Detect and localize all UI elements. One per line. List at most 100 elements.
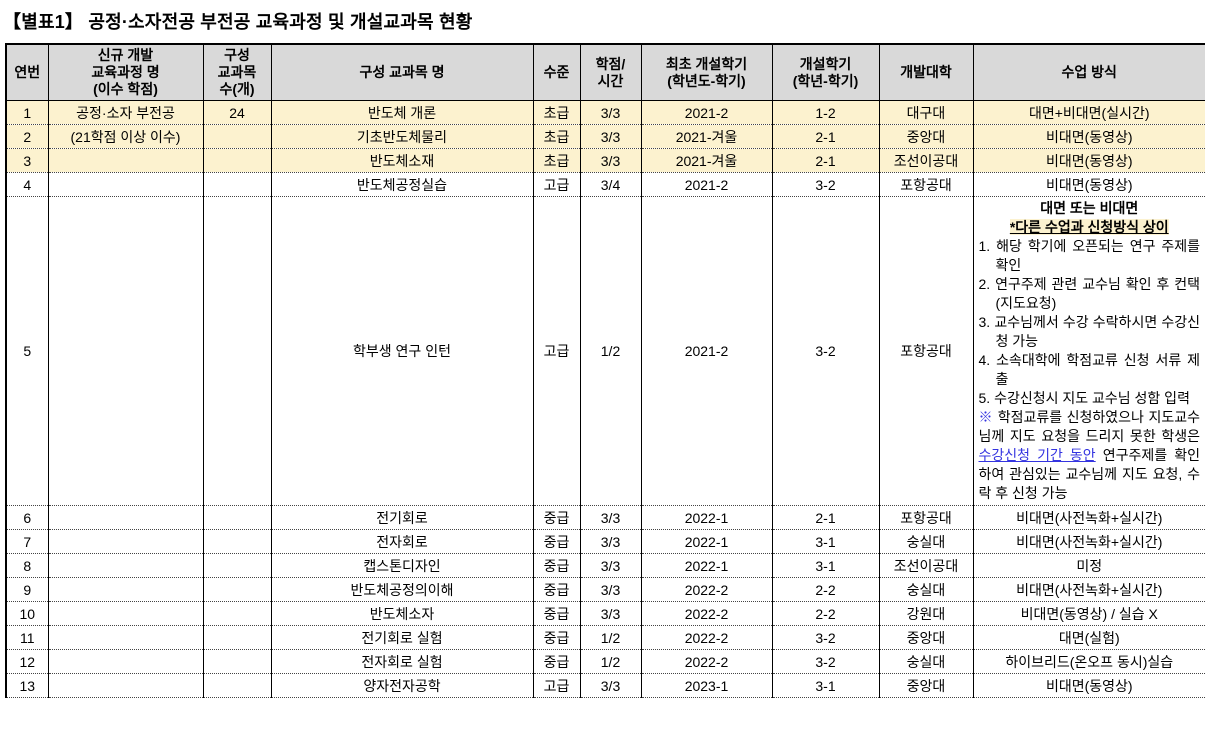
cell-first-semester: 2021-2 xyxy=(640,100,773,125)
cell-level: 고급 xyxy=(532,673,581,698)
cell-method: 대면(실험) xyxy=(972,625,1205,650)
cell-course-name: 전자회로 실험 xyxy=(270,649,534,674)
cell-university: 중앙대 xyxy=(878,124,974,149)
cell-course-count xyxy=(202,529,272,554)
cell-open-semester: 3-2 xyxy=(771,196,880,506)
cell-method: 미정 xyxy=(972,553,1205,578)
cell-level: 중급 xyxy=(532,577,581,602)
table-row: 12 전자회로 실험 중급 1/2 2022-2 3-2 숭실대 하이브리드(온… xyxy=(5,649,1205,674)
cell-first-semester: 2022-2 xyxy=(640,649,773,674)
cell-level: 고급 xyxy=(532,196,581,506)
method-note-blue-text: 수강신청 기간 동안 xyxy=(978,447,1096,463)
table-row: 11 전기회로 실험 중급 1/2 2022-2 3-2 중앙대 대면(실험) xyxy=(5,625,1205,650)
page-title: 【별표1】 공정·소자전공 부전공 교육과정 및 개설교과목 현황 xyxy=(3,12,473,32)
cell-course-count xyxy=(202,673,272,698)
cell-first-semester: 2021-2 xyxy=(640,172,773,197)
table-row: 4 반도체공정실습 고급 3/4 2021-2 3-2 포항공대 비대면(동영상… xyxy=(5,172,1205,197)
cell-first-semester: 2022-1 xyxy=(640,505,773,530)
cell-method: 비대면(동영상) / 실습 X xyxy=(972,601,1205,626)
table-row: 8 캡스톤디자인 중급 3/3 2022-1 3-1 조선이공대 미정 xyxy=(5,553,1205,578)
cell-credit-hours: 1/2 xyxy=(579,625,642,650)
cell-program-name xyxy=(47,196,204,506)
cell-first-semester: 2022-2 xyxy=(640,577,773,602)
cell-program-name xyxy=(47,673,204,698)
cell-first-semester: 2023-1 xyxy=(640,673,773,698)
cell-first-semester: 2022-2 xyxy=(640,625,773,650)
course-table: 연번 신규 개발 교육과정 명 (이수 학점) 구성 교과목 수(개) 구성 교… xyxy=(5,43,1205,698)
cell-course-count xyxy=(202,196,272,506)
cell-program-name xyxy=(47,172,204,197)
cell-course-count: 24 xyxy=(202,100,272,125)
cell-university: 숭실대 xyxy=(878,529,974,554)
cell-credit-hours: 1/2 xyxy=(579,649,642,674)
cell-no: 13 xyxy=(5,673,49,698)
document-page: 【별표1】 공정·소자전공 부전공 교육과정 및 개설교과목 현황 연번 신규 … xyxy=(3,12,1205,698)
table-row: 1 공정·소자 부전공 24 반도체 개론 초급 3/3 2021-2 1-2 … xyxy=(5,100,1205,125)
method-note: ※ 학점교류를 신청하였으나 지도교수님께 지도 요청을 드리지 못한 학생은 … xyxy=(978,409,1201,501)
course-table-body: 1 공정·소자 부전공 24 반도체 개론 초급 3/3 2021-2 1-2 … xyxy=(5,100,1205,698)
header-row: 연번 신규 개발 교육과정 명 (이수 학점) 구성 교과목 수(개) 구성 교… xyxy=(5,43,1205,101)
cell-level: 초급 xyxy=(532,100,581,125)
cell-method: 대면 또는 비대면 *다른 수업과 신청방식 상이 1. 해당 학기에 오픈되는 연… xyxy=(972,196,1205,506)
course-table-header: 연번 신규 개발 교육과정 명 (이수 학점) 구성 교과목 수(개) 구성 교… xyxy=(5,43,1205,101)
cell-university: 강원대 xyxy=(878,601,974,626)
cell-course-name: 반도체소자 xyxy=(270,601,534,626)
cell-course-name: 학부생 연구 인턴 xyxy=(270,196,534,506)
cell-level: 중급 xyxy=(532,553,581,578)
cell-open-semester: 2-2 xyxy=(771,601,880,626)
header-university: 개발대학 xyxy=(878,43,974,101)
cell-level: 중급 xyxy=(532,649,581,674)
cell-credit-hours: 3/3 xyxy=(579,148,642,173)
cell-no: 12 xyxy=(5,649,49,674)
cell-open-semester: 3-2 xyxy=(771,172,880,197)
header-method: 수업 방식 xyxy=(972,43,1205,101)
cell-course-name: 반도체소재 xyxy=(270,148,534,173)
method-step: 3. 교수님께서 수강 수락하시면 수강신청 가능 xyxy=(978,314,1201,349)
cell-course-name: 전기회로 xyxy=(270,505,534,530)
cell-open-semester: 3-1 xyxy=(771,529,880,554)
method-step: 2. 연구주제 관련 교수님 확인 후 컨택(지도요청) xyxy=(978,276,1201,311)
cell-first-semester: 2022-1 xyxy=(640,529,773,554)
cell-course-name: 반도체 개론 xyxy=(270,100,534,125)
cell-method: 대면+비대면(실시간) xyxy=(972,100,1205,125)
cell-level: 초급 xyxy=(532,124,581,149)
cell-program-name xyxy=(47,529,204,554)
cell-no: 11 xyxy=(5,625,49,650)
table-row: 7 전자회로 중급 3/3 2022-1 3-1 숭실대 비대면(사전녹화+실시… xyxy=(5,529,1205,554)
cell-level: 중급 xyxy=(532,505,581,530)
cell-credit-hours: 3/3 xyxy=(579,553,642,578)
cell-open-semester: 3-1 xyxy=(771,673,880,698)
cell-open-semester: 3-2 xyxy=(771,649,880,674)
cell-open-semester: 3-1 xyxy=(771,553,880,578)
method-subheading: *다른 수업과 신청방식 상이 xyxy=(979,218,1201,237)
cell-course-count xyxy=(202,124,272,149)
cell-no: 2 xyxy=(5,124,49,149)
cell-first-semester: 2021-겨울 xyxy=(640,148,773,173)
cell-program-name xyxy=(47,577,204,602)
cell-first-semester: 2021-겨울 xyxy=(640,124,773,149)
cell-open-semester: 2-1 xyxy=(771,148,880,173)
cell-no: 6 xyxy=(5,505,49,530)
cell-first-semester: 2022-2 xyxy=(640,601,773,626)
cell-course-count xyxy=(202,505,272,530)
header-open-semester: 개설학기 (학년-학기) xyxy=(771,43,880,101)
cell-program-name xyxy=(47,601,204,626)
cell-method: 비대면(사전녹화+실시간) xyxy=(972,505,1205,530)
method-note-marker: ※ xyxy=(978,409,994,425)
cell-university: 포항공대 xyxy=(878,172,974,197)
cell-method: 비대면(사전녹화+실시간) xyxy=(972,577,1205,602)
cell-no: 10 xyxy=(5,601,49,626)
cell-no: 1 xyxy=(5,100,49,125)
cell-first-semester: 2022-1 xyxy=(640,553,773,578)
cell-no: 3 xyxy=(5,148,49,173)
cell-method: 비대면(사전녹화+실시간) xyxy=(972,529,1205,554)
cell-university: 조선이공대 xyxy=(878,553,974,578)
cell-credit-hours: 3/3 xyxy=(579,124,642,149)
header-first-semester: 최초 개설학기 (학년도-학기) xyxy=(640,43,773,101)
cell-university: 대구대 xyxy=(878,100,974,125)
cell-open-semester: 2-1 xyxy=(771,505,880,530)
cell-credit-hours: 3/3 xyxy=(579,577,642,602)
header-program-name: 신규 개발 교육과정 명 (이수 학점) xyxy=(47,43,204,101)
cell-university: 중앙대 xyxy=(878,625,974,650)
cell-method: 비대면(동영상) xyxy=(972,673,1205,698)
